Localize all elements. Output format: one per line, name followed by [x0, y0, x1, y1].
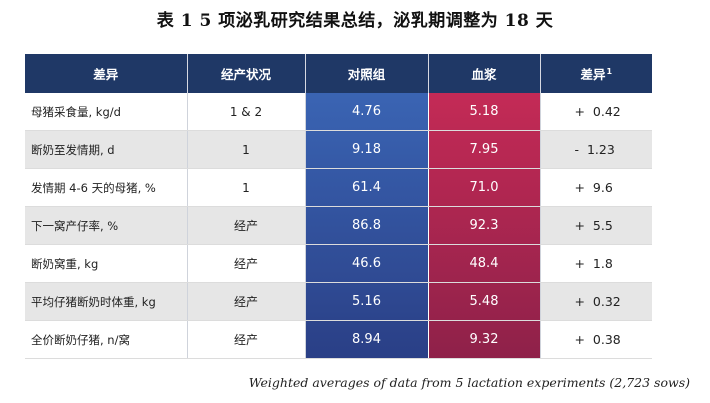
row-label: 断奶至发情期, d — [25, 130, 188, 169]
header-control-group: 对照组 — [305, 54, 429, 93]
row-control-value: 8.94 — [305, 320, 429, 359]
row-plasma-value: 9.32 — [428, 320, 541, 359]
table-row: 发情期 4-6 天的母猪, % 1 61.4 71.0 + 9.6 — [25, 168, 652, 207]
row-plasma-value: 92.3 — [428, 206, 541, 245]
row-control-value: 61.4 — [305, 168, 429, 207]
header-row: 差异 经产状况 对照组 血浆 差异1 — [25, 54, 652, 93]
header-difference-label: 差异 — [25, 54, 188, 93]
row-difference-value: - 1.23 — [540, 130, 652, 169]
row-difference-value: + 9.6 — [540, 168, 652, 207]
row-parity-status: 1 — [187, 130, 306, 169]
row-label: 平均仔猪断奶时体重, kg — [25, 282, 188, 321]
row-parity-status: 1 — [187, 168, 306, 207]
header-difference-text: 差异 — [580, 67, 606, 82]
row-control-value: 46.6 — [305, 244, 429, 283]
row-label: 全价断奶仔猪, n/窝 — [25, 320, 188, 359]
row-parity-status: 经产 — [187, 206, 306, 245]
row-difference-value: + 0.32 — [540, 282, 652, 321]
row-parity-status: 经产 — [187, 244, 306, 283]
results-table: 差异 经产状况 对照组 血浆 差异1 母猪采食量, kg/d 1 & 2 4.76 5… — [25, 54, 652, 359]
table-row: 断奶窝重, kg 经产 46.6 48.4 + 1.8 — [25, 244, 652, 283]
row-label: 断奶窝重, kg — [25, 244, 188, 283]
header-difference: 差异1 — [540, 54, 652, 93]
row-label: 发情期 4-6 天的母猪, % — [25, 168, 188, 207]
row-control-value: 5.16 — [305, 282, 429, 321]
row-difference-value: + 1.8 — [540, 244, 652, 283]
row-label: 下一窝产仔率, % — [25, 206, 188, 245]
row-plasma-value: 7.95 — [428, 130, 541, 169]
table-title: 表 1 5 项泌乳研究结果总结，泌乳期调整为 18 天 — [156, 11, 554, 31]
row-plasma-value: 71.0 — [428, 168, 541, 207]
table-row: 全价断奶仔猪, n/窝 经产 8.94 9.32 + 0.38 — [25, 320, 652, 359]
row-parity-status: 经产 — [187, 320, 306, 359]
table-row: 平均仔猪断奶时体重, kg 经产 5.16 5.48 + 0.32 — [25, 282, 652, 321]
row-difference-value: + 0.38 — [540, 320, 652, 359]
row-difference-value: + 0.42 — [540, 93, 652, 131]
table-row: 下一窝产仔率, % 经产 86.8 92.3 + 5.5 — [25, 206, 652, 245]
row-plasma-value: 48.4 — [428, 244, 541, 283]
header-plasma: 血浆 — [428, 54, 541, 93]
row-plasma-value: 5.18 — [428, 93, 541, 131]
footnote: Weighted averages of data from 5 lactati… — [248, 375, 690, 390]
row-parity-status: 1 & 2 — [187, 93, 306, 131]
row-control-value: 9.18 — [305, 130, 429, 169]
row-parity-status: 经产 — [187, 282, 306, 321]
row-difference-value: + 5.5 — [540, 206, 652, 245]
footnote-marker: 1 — [606, 67, 613, 76]
row-control-value: 86.8 — [305, 206, 429, 245]
row-label: 母猪采食量, kg/d — [25, 93, 188, 131]
header-parity-status: 经产状况 — [187, 54, 306, 93]
row-control-value: 4.76 — [305, 93, 429, 131]
table-row: 母猪采食量, kg/d 1 & 2 4.76 5.18 + 0.42 — [25, 93, 652, 131]
row-plasma-value: 5.48 — [428, 282, 541, 321]
table-row: 断奶至发情期, d 1 9.18 7.95- 1.23 — [25, 130, 652, 169]
